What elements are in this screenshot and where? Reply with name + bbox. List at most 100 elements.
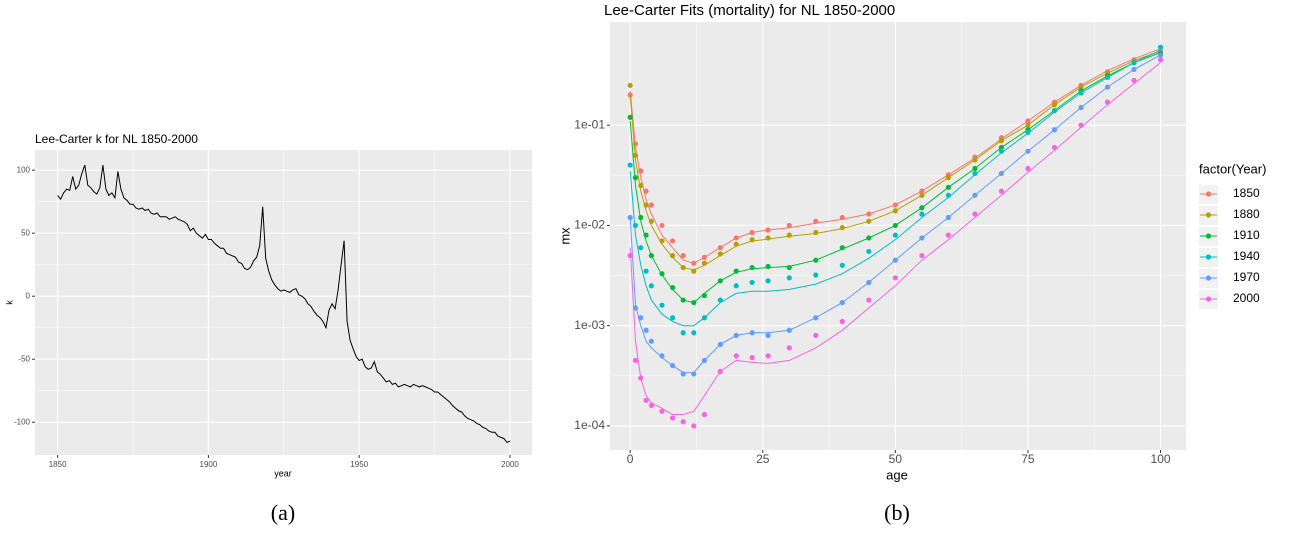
data-point [627, 114, 633, 120]
y-tick-label: -100 [14, 417, 31, 426]
data-point [659, 238, 665, 244]
x-axis-label: year [274, 468, 292, 478]
data-point [1078, 84, 1084, 90]
data-point [892, 232, 898, 238]
data-line [57, 164, 511, 444]
data-point [680, 330, 686, 336]
data-point [972, 170, 978, 177]
caption: (a) [271, 500, 295, 525]
y-tick-label: 1e-04 [574, 418, 605, 432]
y-tick-label: 1e-02 [574, 218, 605, 232]
data-point [733, 235, 739, 241]
data-point [717, 278, 723, 284]
y-tick-label: 1e-01 [574, 117, 605, 131]
data-point [717, 297, 723, 303]
data-point [765, 278, 771, 284]
data-point [691, 299, 697, 306]
data-point [659, 408, 665, 414]
legend-label: 2000 [1233, 291, 1260, 305]
data-point [643, 268, 649, 274]
data-point [765, 332, 771, 338]
data-point [765, 227, 771, 233]
legend-point [1205, 254, 1212, 260]
data-point [919, 192, 925, 198]
data-point [669, 253, 676, 259]
data-point [786, 327, 792, 333]
data-point [813, 315, 819, 321]
data-point [643, 202, 649, 208]
data-point [680, 253, 686, 259]
chart-title: Lee-Carter Fits (mortality) for NL 1850-… [604, 2, 895, 19]
data-point [866, 297, 872, 303]
data-point [839, 299, 845, 306]
fitted-line [629, 49, 1161, 327]
data-point [669, 284, 676, 291]
data-point [749, 237, 755, 243]
data-point [813, 218, 819, 224]
data-point [786, 275, 792, 281]
legend-point [1205, 191, 1212, 197]
data-point [733, 353, 739, 359]
data-point [717, 245, 723, 251]
data-point [1051, 102, 1058, 108]
data-point [765, 235, 771, 241]
x-tick-label: 1850 [49, 460, 67, 469]
data-point [659, 353, 665, 359]
data-point [627, 162, 633, 168]
legend-label: 1910 [1233, 228, 1260, 242]
data-point [1131, 77, 1137, 83]
data-point [945, 192, 951, 198]
data-point [1025, 165, 1031, 172]
data-point [1078, 122, 1084, 128]
x-tick-label: 2000 [501, 460, 519, 469]
data-point [919, 253, 925, 259]
caption: (b) [884, 500, 910, 525]
data-point [648, 253, 654, 259]
y-axis-label: mx [557, 227, 572, 245]
data-point [998, 144, 1005, 151]
data-point [866, 248, 872, 255]
data-point [717, 341, 723, 348]
data-point [659, 222, 665, 229]
y-tick-label: -50 [18, 354, 30, 363]
data-point [669, 362, 676, 369]
data-point [659, 271, 665, 277]
data-point [1078, 104, 1084, 111]
y-axis-label: k [4, 300, 14, 305]
data-point [632, 222, 639, 229]
data-point [972, 165, 978, 172]
x-tick-label: 75 [1021, 452, 1035, 466]
chart-title: Lee-Carter k for NL 1850-2000 [35, 132, 198, 146]
data-point [749, 229, 755, 236]
data-point [627, 253, 633, 259]
data-point [892, 222, 898, 229]
data-point [638, 182, 644, 189]
data-point [749, 264, 755, 271]
data-point [786, 232, 792, 238]
data-point [945, 232, 951, 238]
data-point [632, 175, 639, 181]
data-point [643, 397, 649, 403]
data-point [765, 353, 771, 359]
x-tick-label: 1950 [350, 460, 368, 469]
data-point [919, 188, 925, 194]
data-point [998, 188, 1005, 194]
legend-label: 1850 [1233, 186, 1260, 200]
data-point [632, 152, 639, 158]
data-point [786, 345, 792, 351]
data-point [643, 327, 649, 333]
data-point [691, 423, 697, 429]
data-point [972, 157, 978, 163]
data-point [945, 214, 951, 221]
data-point [1104, 99, 1111, 105]
y-tick-label: 0 [26, 291, 31, 300]
data-point [998, 148, 1005, 154]
data-point [680, 297, 686, 303]
data-point [717, 368, 723, 374]
data-point [919, 205, 925, 211]
data-point [749, 355, 755, 361]
data-point [733, 332, 739, 338]
y-tick-label: 50 [21, 228, 30, 237]
data-point [866, 211, 872, 217]
data-point [701, 260, 708, 266]
